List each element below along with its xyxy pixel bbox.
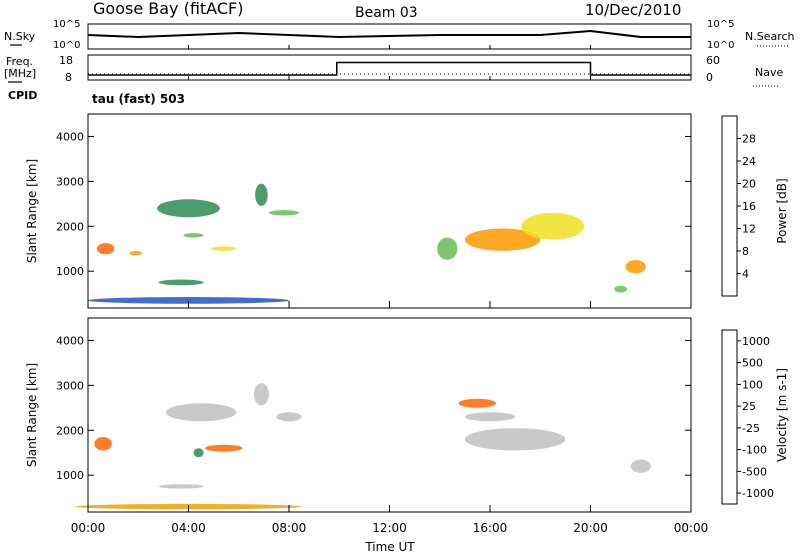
colorbar-tick-label: 20 xyxy=(742,178,756,191)
heatmap-region xyxy=(464,412,516,422)
heatmap-region xyxy=(94,437,112,451)
freq-right-tick-top: 60 xyxy=(706,54,720,67)
noise-search-label: N.Search xyxy=(745,30,795,43)
colorbar-frame xyxy=(721,329,738,505)
velocity-colorbar-label: Velocity [m s-1] xyxy=(775,368,789,462)
heatmap-region xyxy=(165,403,237,422)
power-ylabel: Slant Range [km] xyxy=(25,159,39,263)
heatmap-region xyxy=(464,228,541,251)
y-tick-label: 1000 xyxy=(56,469,84,482)
power-panel: 1000 2000 3000 4000 Slant Range [km] 4 8 12 16… xyxy=(25,113,789,309)
velocity-panel: 1000 2000 3000 4000 Slant Range [km] 1000 50… xyxy=(25,317,789,513)
colorbar-tick-label: 25 xyxy=(742,400,756,413)
y-tick-label: 4000 xyxy=(56,130,84,143)
colorbar-tick-label: -25 xyxy=(742,422,760,435)
x-tick-label: 04:00 xyxy=(171,521,206,535)
freq-unit-label: [MHz] xyxy=(4,67,36,80)
nave-label: Nave xyxy=(755,66,783,79)
colorbar-tick-label: -1000 xyxy=(742,487,774,500)
heatmap-region xyxy=(129,251,142,256)
heatmap-region xyxy=(88,297,289,304)
heatmap-region xyxy=(253,383,269,406)
velocity-ylabel: Slant Range [km] xyxy=(25,363,39,467)
freq-line xyxy=(88,61,691,76)
noise-left-tick-top: 10^5 xyxy=(53,19,80,30)
x-axis-label: Time UT xyxy=(364,540,415,554)
x-tick-label: 20:00 xyxy=(573,521,608,535)
freq-left-tick-bottom: 8 xyxy=(65,71,72,84)
noise-left-tick-bottom: 10^0 xyxy=(53,40,80,51)
colorbar-tick-label: 24 xyxy=(742,155,756,168)
power-colorbar-label: Power [dB] xyxy=(775,178,789,243)
noise-right-tick-bottom: 10^0 xyxy=(707,40,734,51)
x-tick-label: 08:00 xyxy=(272,521,307,535)
heatmap-region xyxy=(255,183,268,206)
heatmap-region xyxy=(211,246,237,251)
y-tick-label: 2000 xyxy=(56,424,84,437)
heatmap-region xyxy=(437,237,458,260)
noise-panel: N.Sky 10^5 10^0 10^5 10^0 N.Search xyxy=(4,19,795,51)
beam-title: Beam 03 xyxy=(355,5,418,21)
freq-left-tick-top: 18 xyxy=(59,54,73,67)
freq-label: Freq. xyxy=(6,55,33,68)
colorbar-frame xyxy=(721,115,738,297)
colorbar-tick-label: 4 xyxy=(742,268,749,281)
y-tick-label: 4000 xyxy=(56,334,84,347)
noise-sky-label: N.Sky xyxy=(4,30,36,43)
colorbar-tick-label: 16 xyxy=(742,200,756,213)
heatmap-region xyxy=(464,428,566,451)
heatmap-region xyxy=(183,233,204,238)
colorbar-tick-label: 8 xyxy=(742,245,749,258)
freq-right-tick-bottom: 0 xyxy=(706,71,713,84)
x-tick-label: 00:00 xyxy=(71,521,106,535)
heatmap-region xyxy=(521,212,585,240)
y-tick-label: 2000 xyxy=(56,220,84,233)
heatmap-region xyxy=(193,448,204,458)
colorbar-tick-label: 12 xyxy=(742,223,756,236)
y-tick-label: 1000 xyxy=(56,265,84,278)
freq-panel: Freq. [MHz] 18 8 60 0 Nave xyxy=(4,54,783,87)
colorbar-tick-label: 28 xyxy=(742,133,756,146)
colorbar-tick-label: -500 xyxy=(742,465,767,478)
x-tick-label: 16:00 xyxy=(473,521,508,535)
noise-right-tick-top: 10^5 xyxy=(707,19,734,30)
colorbar-tick-label: 500 xyxy=(742,357,763,370)
heatmap-region xyxy=(630,459,651,473)
x-tick-label: 00:00 xyxy=(674,521,709,535)
heatmap-region xyxy=(625,260,646,274)
colorbar-tick-label: -100 xyxy=(742,444,767,457)
date-title: 10/Dec/2010 xyxy=(585,1,681,19)
x-tick-label: 12:00 xyxy=(372,521,407,535)
colorbar-tick-label: 100 xyxy=(742,378,763,391)
heatmap-region xyxy=(276,412,302,422)
mode-label: tau (fast) 503 xyxy=(92,92,185,106)
colorbar-tick-label: 1000 xyxy=(742,335,770,348)
heatmap-region xyxy=(268,210,300,216)
heatmap-region xyxy=(158,279,204,286)
station-title: Goose Bay (fitACF) xyxy=(93,0,243,18)
heatmap-region xyxy=(96,243,115,255)
heatmap-region xyxy=(204,444,243,452)
cpid-label: CPID xyxy=(8,89,37,102)
noise-sky-line xyxy=(87,29,691,39)
y-tick-label: 3000 xyxy=(56,175,84,188)
heatmap-region xyxy=(157,199,220,218)
heatmap-region xyxy=(458,398,497,408)
heatmap-region xyxy=(158,484,204,489)
y-tick-label: 3000 xyxy=(56,379,84,392)
heatmap-region xyxy=(614,285,627,293)
